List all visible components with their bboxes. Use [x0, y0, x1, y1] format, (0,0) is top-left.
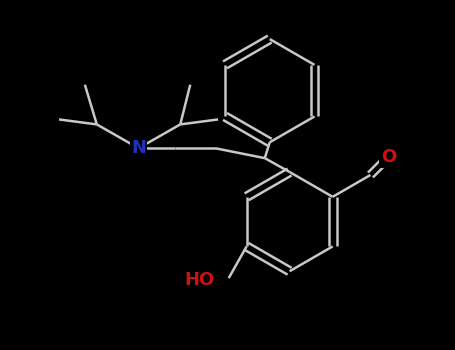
- Text: O: O: [381, 148, 396, 166]
- Text: HO: HO: [185, 271, 215, 289]
- Text: N: N: [131, 139, 146, 157]
